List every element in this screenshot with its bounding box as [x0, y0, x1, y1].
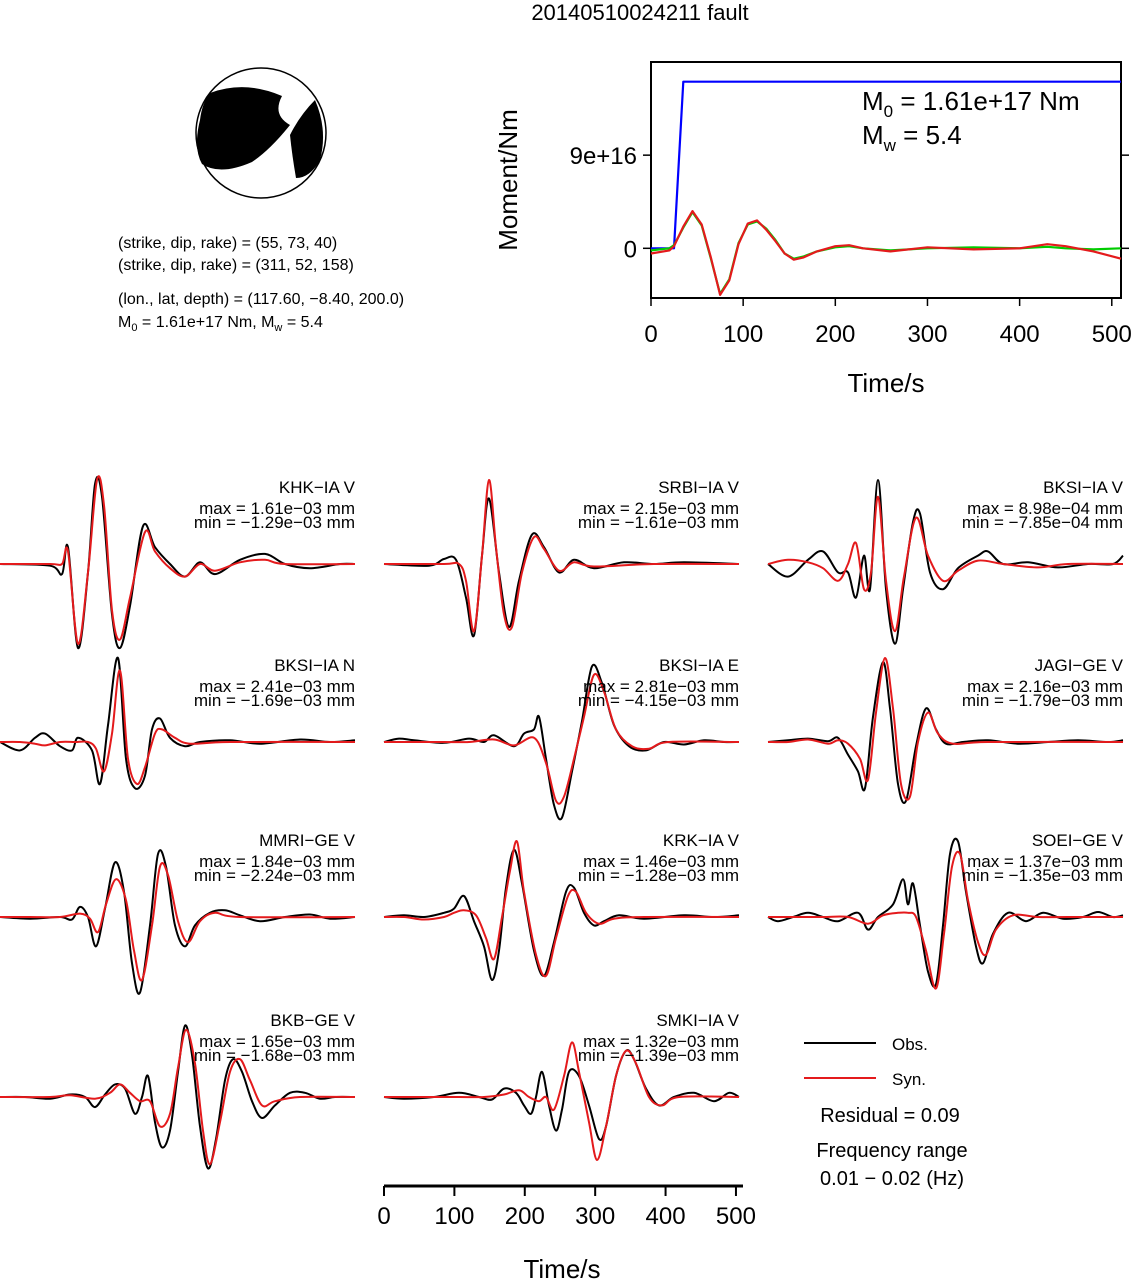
moment-xtick-label: 500 [1092, 321, 1132, 348]
station-name: SOEI−GE V [1032, 831, 1124, 850]
station-min: min = −1.69e−03 mm [194, 691, 355, 710]
moment-xtick-label: 0 [644, 321, 657, 348]
synthetic-waveform [767, 656, 1124, 801]
synthetic-waveform [383, 672, 740, 805]
station-max: max = 2.41e−03 mm [199, 677, 355, 696]
station-min: min = −1.68e−03 mm [194, 1046, 355, 1065]
station-min: min = −1.28e−03 mm [578, 866, 739, 885]
station-name: SRBI−IA V [658, 478, 739, 497]
synthetic-waveform [0, 669, 356, 786]
moment-xtick-label: 300 [907, 321, 947, 348]
residual-text: Residual = 0.09 [820, 1105, 960, 1127]
moment-xtick-label: 200 [815, 321, 855, 348]
moment-rate-line-green [650, 211, 1122, 295]
station-name: MMRI−GE V [259, 831, 356, 850]
synthetic-waveform [383, 478, 740, 633]
moment-xtick-label: 100 [723, 321, 763, 348]
station-min: min = −1.79e−03 mm [962, 691, 1123, 710]
station-name: BKSI−IA E [659, 656, 739, 675]
observed-waveform [767, 661, 1124, 804]
station-min: min = −1.35e−03 mm [962, 866, 1123, 885]
synthetic-waveform [383, 840, 740, 978]
moment-mw-annotation: Mw = 5.4 [862, 120, 962, 155]
station-max: max = 1.32e−03 mm [583, 1032, 739, 1051]
moment-xtick-label: 400 [1000, 321, 1040, 348]
station-max: max = 1.84e−03 mm [199, 852, 355, 871]
synthetic-waveform [0, 475, 356, 645]
station-max: max = 1.61e−03 mm [199, 499, 355, 518]
legend: Obs. Syn. [804, 1035, 928, 1089]
waveform-xtick-label: 200 [505, 1203, 545, 1230]
waveform-xtick-label: 0 [377, 1203, 390, 1230]
waveform-time-axis: 0 100 200 300 400 500 [377, 1184, 756, 1230]
station-max: max = 2.15e−03 mm [583, 499, 739, 518]
frequency-title: Frequency range [816, 1140, 967, 1162]
observed-waveform [0, 656, 356, 790]
station-max: max = 1.65e−03 mm [199, 1032, 355, 1051]
station-name: JAGI−GE V [1035, 656, 1124, 675]
mechanism-moment: M0 = 1.61e+17 Nm, Mw = 5.4 [118, 314, 323, 334]
station-name: KHK−IA V [279, 478, 356, 497]
waveform-xtick-label: 300 [575, 1203, 615, 1230]
legend-syn-label: Syn. [892, 1070, 926, 1089]
station-max: max = 8.98e−04 mm [967, 499, 1123, 518]
moment-xlabel: Time/s [847, 368, 924, 398]
waveform-xlabel: Time/s [523, 1254, 600, 1280]
waveform-xtick-label: 100 [434, 1203, 474, 1230]
beachball [195, 67, 327, 199]
legend-obs-label: Obs. [892, 1035, 928, 1054]
synthetic-waveform [0, 1028, 356, 1166]
moment-ylabel: Moment/Nm [493, 109, 523, 251]
synthetic-waveform [768, 850, 1123, 990]
station-name: KRK−IA V [663, 831, 740, 850]
observed-waveform [0, 849, 356, 995]
station-min: min = −1.39e−03 mm [578, 1046, 739, 1065]
moment-plot-frame [650, 61, 1122, 299]
moment-ytick-label: 9e+16 [570, 143, 637, 170]
station-name: SMKI−IA V [656, 1011, 739, 1030]
station-min: min = −1.29e−03 mm [194, 513, 355, 532]
station-min: min = −2.24e−03 mm [194, 866, 355, 885]
station-min: min = −4.15e−03 mm [578, 691, 739, 710]
moment-rate-line-red [650, 210, 1122, 296]
moment-m0-annotation: M0 = 1.61e+17 Nm [862, 86, 1080, 121]
station-max: max = 2.16e−03 mm [967, 677, 1123, 696]
station-name: BKSI−IA V [1043, 478, 1124, 497]
station-min: min = −7.85e−04 mm [962, 513, 1123, 532]
mechanism-line-3: (lon., lat, depth) = (117.60, −8.40, 200… [118, 291, 404, 308]
station-name: BKB−GE V [270, 1011, 355, 1030]
waveform-xtick-label: 400 [646, 1203, 686, 1230]
synthetic-waveform [0, 862, 356, 982]
station-max: max = 2.81e−03 mm [583, 677, 739, 696]
mechanism-line-1: (strike, dip, rake) = (55, 73, 40) [118, 235, 337, 252]
synthetic-waveform [767, 495, 1124, 633]
station-max: max = 1.46e−03 mm [583, 852, 739, 871]
synthetic-waveform [384, 1041, 740, 1162]
station-name: BKSI−IA N [274, 656, 355, 675]
mechanism-line-2: (strike, dip, rake) = (311, 52, 158) [118, 257, 354, 274]
observed-waveform [767, 837, 1124, 988]
figure-title: 20140510024211 fault [531, 0, 748, 25]
station-max: max = 1.37e−03 mm [967, 852, 1123, 871]
waveform-xtick-label: 500 [716, 1203, 756, 1230]
frequency-value: 0.01 − 0.02 (Hz) [820, 1168, 964, 1190]
moment-ytick-label: 0 [624, 236, 637, 263]
station-min: min = −1.61e−03 mm [578, 513, 739, 532]
